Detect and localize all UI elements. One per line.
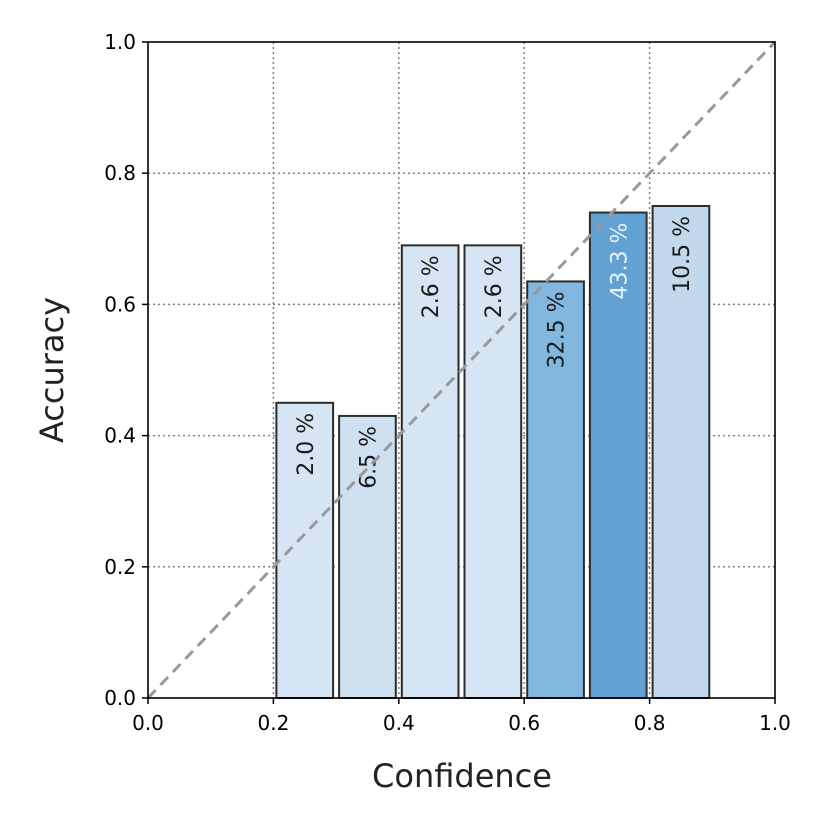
y-axis-title: Accuracy bbox=[33, 297, 71, 443]
bar-label: 2.0 % bbox=[294, 413, 319, 476]
bar bbox=[526, 280, 585, 699]
y-tick-label: 0.4 bbox=[104, 424, 136, 448]
bar-label: 32.5 % bbox=[545, 291, 570, 368]
bars: 2.0 % 6.5 %2.6 % 2.6 %32.5 %43.3 % 10.5 % bbox=[275, 205, 711, 700]
bar bbox=[400, 244, 460, 700]
perfect-calibration-line bbox=[146, 40, 777, 700]
bar-label: 2.6 % bbox=[482, 255, 507, 318]
x-tick-label: 0.6 bbox=[508, 711, 540, 735]
y-tick-label: 0.2 bbox=[104, 555, 136, 579]
bar bbox=[338, 414, 397, 699]
y-tick-label: 0.0 bbox=[104, 686, 136, 710]
x-axis-title: Confidence bbox=[372, 757, 552, 795]
reference-line-layer bbox=[146, 40, 777, 700]
y-tick-label: 0.6 bbox=[104, 292, 136, 316]
x-tick-label: 0.8 bbox=[634, 711, 666, 735]
bar-label: 43.3 % bbox=[607, 223, 632, 300]
x-tick-label: 0.2 bbox=[257, 711, 289, 735]
bar bbox=[651, 205, 711, 699]
y-tick-label: 1.0 bbox=[104, 30, 136, 54]
x-tick-label: 0.0 bbox=[132, 711, 164, 735]
ticks: 0.0 0.2 0.4 0.6 0.8 1.0 0.0 0.2 0.4 0.6 0.8 1.0 bbox=[104, 30, 791, 735]
axes-frame bbox=[147, 41, 776, 699]
y-tick-label: 0.8 bbox=[104, 161, 136, 185]
bar-label: 2.6 % bbox=[419, 255, 444, 318]
grid bbox=[148, 42, 775, 698]
x-tick-label: 1.0 bbox=[759, 711, 791, 735]
bar-label: 10.5 % bbox=[670, 216, 695, 293]
x-tick-label: 0.4 bbox=[383, 711, 415, 735]
plot-frame bbox=[147, 41, 776, 699]
